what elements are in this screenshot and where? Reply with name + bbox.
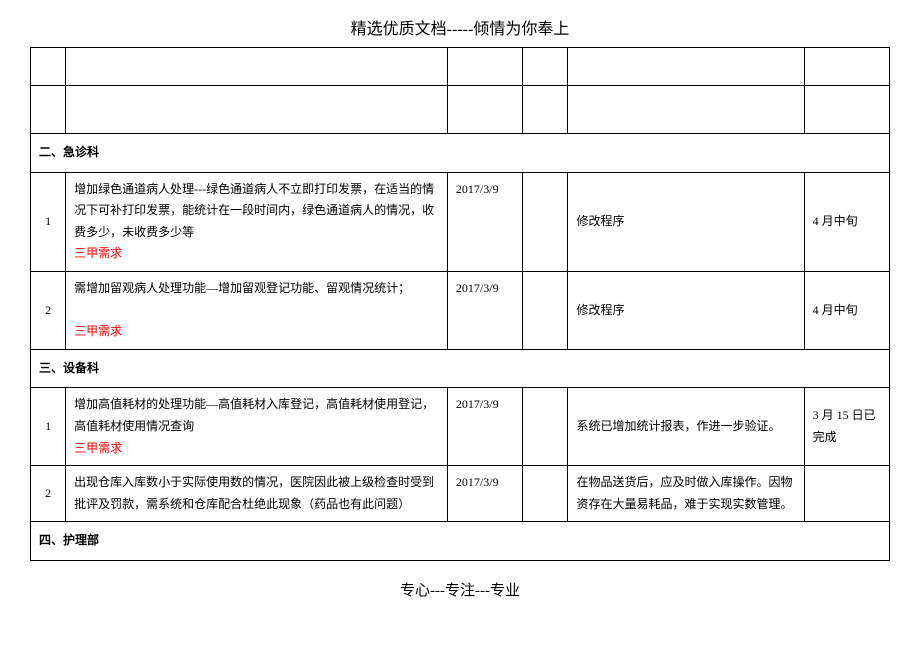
desc-text: 增加绿色通道病人处理---绿色通道病人不立即打印发票，在适当的情况下可补打印发票… [74, 182, 434, 239]
table-row: 2 需增加留观病人处理功能—增加留观登记功能、留观情况统计； 三甲需求 2017… [31, 271, 890, 349]
section-title: 三、设备科 [31, 349, 890, 388]
cell [523, 48, 568, 86]
row-date: 2017/3/9 [447, 271, 522, 349]
row-description: 增加高值耗材的处理功能—高值耗材入库登记，高值耗材使用登记，高值耗材使用情况查询… [66, 388, 448, 466]
cell [447, 86, 522, 134]
row-action: 修改程序 [568, 271, 804, 349]
cell [31, 86, 66, 134]
cell [66, 48, 448, 86]
row-number: 1 [31, 172, 66, 271]
row-description: 出现仓库入库数小于实际使用数的情况，医院因此被上级检查时受到批评及罚款，需系统和… [66, 466, 448, 522]
desc-text: 需增加留观病人处理功能—增加留观登记功能、留观情况统计； [74, 281, 410, 295]
section-header-row: 三、设备科 [31, 349, 890, 388]
cell [804, 48, 889, 86]
row-date: 2017/3/9 [447, 466, 522, 522]
page-footer: 专心---专注---专业 [30, 579, 890, 600]
row-description: 需增加留观病人处理功能—增加留观登记功能、留观情况统计； 三甲需求 [66, 271, 448, 349]
row-status: 4 月中旬 [804, 172, 889, 271]
req-tag: 三甲需求 [74, 441, 122, 455]
row-description: 增加绿色通道病人处理---绿色通道病人不立即打印发票，在适当的情况下可补打印发票… [66, 172, 448, 271]
section-header-row: 二、急诊科 [31, 134, 890, 173]
cell [66, 86, 448, 134]
cell [447, 48, 522, 86]
row-number: 2 [31, 466, 66, 522]
row-status [804, 466, 889, 522]
row-action: 在物品送货后，应及时做入库操作。因物资存在大量易耗品，难于实现实数管理。 [568, 466, 804, 522]
empty-row [31, 48, 890, 86]
cell [523, 466, 568, 522]
row-status: 3 月 15 日已完成 [804, 388, 889, 466]
cell [523, 172, 568, 271]
desc-text: 增加高值耗材的处理功能—高值耗材入库登记，高值耗材使用登记，高值耗材使用情况查询 [74, 397, 434, 433]
cell [31, 48, 66, 86]
cell [804, 86, 889, 134]
cell [568, 86, 804, 134]
cell [523, 388, 568, 466]
section-title: 四、护理部 [31, 522, 890, 561]
table-row: 2 出现仓库入库数小于实际使用数的情况，医院因此被上级检查时受到批评及罚款，需系… [31, 466, 890, 522]
row-date: 2017/3/9 [447, 172, 522, 271]
row-number: 1 [31, 388, 66, 466]
req-tag: 三甲需求 [74, 324, 122, 338]
row-action: 系统已增加统计报表，作进一步验证。 [568, 388, 804, 466]
row-date: 2017/3/9 [447, 388, 522, 466]
cell [568, 48, 804, 86]
row-number: 2 [31, 271, 66, 349]
page-header: 精选优质文档-----倾情为你奉上 [30, 15, 890, 39]
desc-text: 出现仓库入库数小于实际使用数的情况，医院因此被上级检查时受到批评及罚款，需系统和… [74, 475, 434, 511]
row-action: 修改程序 [568, 172, 804, 271]
cell [523, 86, 568, 134]
empty-row [31, 86, 890, 134]
document-table: 二、急诊科 1 增加绿色通道病人处理---绿色通道病人不立即打印发票，在适当的情… [30, 47, 890, 561]
section-header-row: 四、护理部 [31, 522, 890, 561]
table-row: 1 增加高值耗材的处理功能—高值耗材入库登记，高值耗材使用登记，高值耗材使用情况… [31, 388, 890, 466]
row-status: 4 月中旬 [804, 271, 889, 349]
section-title: 二、急诊科 [31, 134, 890, 173]
cell [523, 271, 568, 349]
table-row: 1 增加绿色通道病人处理---绿色通道病人不立即打印发票，在适当的情况下可补打印… [31, 172, 890, 271]
req-tag: 三甲需求 [74, 246, 122, 260]
